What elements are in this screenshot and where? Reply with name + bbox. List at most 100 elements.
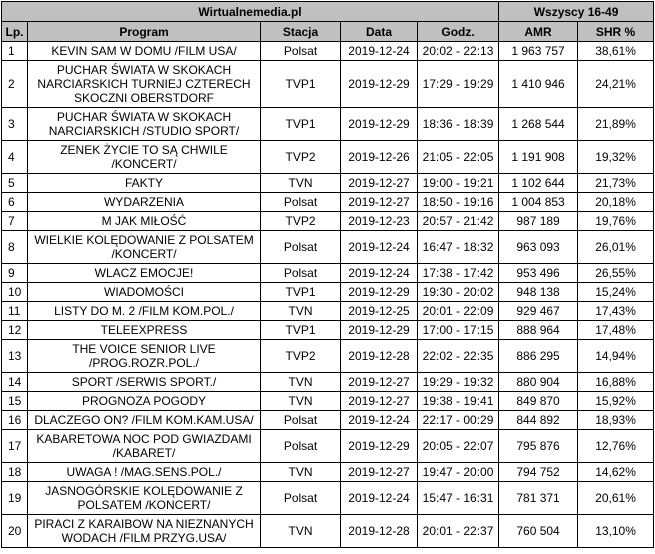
cell-station: TVP2 <box>260 211 341 231</box>
table-row: 3 PUCHAR ŚWIATA W SKOKACH NARCIARSKICH /S… <box>1 107 655 141</box>
cell-time: 20:05 - 22:07 <box>416 429 500 463</box>
column-header-row: Lp. Program Stacja Data Godz. AMR SHR % <box>1 21 655 42</box>
table-row: 19 JASNOGÓRSKIE KOLĘDOWANIE Z POLSATEM /K… <box>1 481 655 515</box>
cell-date: 2019-12-28 <box>340 339 418 373</box>
cell-amr: 963 093 <box>498 230 579 264</box>
cell-shr: 19,32% <box>577 140 655 174</box>
cell-date: 2019-12-24 <box>340 481 418 515</box>
cell-time: 19:30 - 20:02 <box>416 282 500 302</box>
cell-amr: 794 752 <box>498 462 579 482</box>
cell-station: TVP2 <box>260 140 341 174</box>
table-row: 13 THE VOICE SENIOR LIVE /PROG.ROZR.POL./… <box>1 339 655 373</box>
cell-program: PUCHAR ŚWIATA W SKOKACH NARCIARSKICH /ST… <box>27 107 261 141</box>
cell-time: 16:47 - 18:32 <box>416 230 500 264</box>
cell-shr: 20,18% <box>577 192 655 212</box>
cell-lp: 11 <box>1 301 28 321</box>
cell-program: KABARETOWA NOC POD GWIAZDAMI /KABARET/ <box>27 429 261 463</box>
cell-station: Polsat <box>260 41 341 61</box>
cell-amr: 948 138 <box>498 282 579 302</box>
cell-date: 2019-12-29 <box>340 60 418 108</box>
cell-program: WIELKIE KOLĘDOWANIE Z POLSATEM /KONCERT/ <box>27 230 261 264</box>
cell-time: 21:05 - 22:05 <box>416 140 500 174</box>
cell-amr: 1 963 757 <box>498 41 579 61</box>
cell-time: 19:29 - 19:32 <box>416 372 500 392</box>
cell-lp: 3 <box>1 107 28 141</box>
cell-lp: 20 <box>1 514 28 548</box>
cell-amr: 987 189 <box>498 211 579 231</box>
cell-shr: 14,94% <box>577 339 655 373</box>
cell-shr: 18,93% <box>577 410 655 430</box>
cell-time: 20:01 - 22:37 <box>416 514 500 548</box>
cell-amr: 880 904 <box>498 372 579 392</box>
table-row: 9 WLACZ EMOCJE! Polsat 2019-12-24 17:38 - 17… <box>1 263 655 283</box>
cell-shr: 15,24% <box>577 282 655 302</box>
cell-shr: 21,73% <box>577 173 655 193</box>
col-shr: SHR % <box>577 21 655 42</box>
cell-time: 18:36 - 18:39 <box>416 107 500 141</box>
cell-date: 2019-12-29 <box>340 429 418 463</box>
col-amr: AMR <box>498 21 579 42</box>
cell-lp: 15 <box>1 391 28 411</box>
cell-station: TVN <box>260 173 341 193</box>
cell-lp: 8 <box>1 230 28 264</box>
col-program: Program <box>27 21 261 42</box>
col-station: Stacja <box>260 21 341 42</box>
table-row: 1 KEVIN SAM W DOMU /FILM USA/Polsat 2019-1… <box>1 41 655 61</box>
cell-station: TVN <box>260 514 341 548</box>
cell-lp: 18 <box>1 462 28 482</box>
cell-amr: 1 191 908 <box>498 140 579 174</box>
cell-shr: 20,61% <box>577 481 655 515</box>
cell-program: PUCHAR ŚWIATA W SKOKACH NARCIARSKICH TUR… <box>27 60 261 108</box>
cell-shr: 26,55% <box>577 263 655 283</box>
cell-lp: 13 <box>1 339 28 373</box>
cell-amr: 1 004 853 <box>498 192 579 212</box>
cell-time: 22:17 - 00:29 <box>416 410 500 430</box>
cell-lp: 6 <box>1 192 28 212</box>
cell-time: 17:00 - 17:15 <box>416 320 500 340</box>
cell-program: PROGNOZA POGODY <box>27 391 261 411</box>
table-row: 12 TELEEXPRESS TVP1 2019-12-29 17:00 - 17:15… <box>1 320 655 340</box>
cell-lp: 12 <box>1 320 28 340</box>
cell-time: 19:38 - 19:41 <box>416 391 500 411</box>
cell-shr: 17,43% <box>577 301 655 321</box>
cell-lp: 19 <box>1 481 28 515</box>
table-row: 16 DLACZEGO ON? /FILM KOM.KAM.USA/Polsat 2… <box>1 410 655 430</box>
table-row: 5 FAKTY TVN 2019-12-27 19:00 - 19:21 1 102 64… <box>1 173 655 193</box>
cell-program: DLACZEGO ON? /FILM KOM.KAM.USA/ <box>27 410 261 430</box>
cell-lp: 14 <box>1 372 28 392</box>
cell-date: 2019-12-27 <box>340 462 418 482</box>
cell-station: TVP1 <box>260 320 341 340</box>
cell-date: 2019-12-27 <box>340 173 418 193</box>
cell-shr: 21,89% <box>577 107 655 141</box>
cell-time: 18:50 - 19:16 <box>416 192 500 212</box>
cell-lp: 17 <box>1 429 28 463</box>
table-row: 11 LISTY DO M. 2 /FILM KOM.POL./TVN 2019-1… <box>1 301 655 321</box>
cell-program: ZENEK ŻYCIE TO SĄ CHWILE /KONCERT/ <box>27 140 261 174</box>
table-row: 10 WIADOMOŚCI TVP1 2019-12-29 19:30 - 20:02 9… <box>1 282 655 302</box>
cell-date: 2019-12-23 <box>340 211 418 231</box>
cell-station: TVP1 <box>260 60 341 108</box>
cell-lp: 2 <box>1 60 28 108</box>
source-header: Wirtualnemedia.pl <box>0 1 500 22</box>
cell-date: 2019-12-24 <box>340 230 418 264</box>
cell-amr: 929 467 <box>498 301 579 321</box>
cell-program: WYDARZENIA <box>27 192 261 212</box>
cell-amr: 781 371 <box>498 481 579 515</box>
cell-time: 20:57 - 21:42 <box>416 211 500 231</box>
cell-station: Polsat <box>260 410 341 430</box>
cell-amr: 888 964 <box>498 320 579 340</box>
cell-time: 22:02 - 22:35 <box>416 339 500 373</box>
cell-station: TVN <box>260 372 341 392</box>
table-row: 8 WIELKIE KOLĘDOWANIE Z POLSATEM /KONCERT… <box>1 230 655 264</box>
cell-shr: 26,01% <box>577 230 655 264</box>
cell-lp: 1 <box>1 41 28 61</box>
cell-date: 2019-12-29 <box>340 107 418 141</box>
cell-time: 17:38 - 17:42 <box>416 263 500 283</box>
cell-shr: 38,61% <box>577 41 655 61</box>
cell-amr: 1 410 946 <box>498 60 579 108</box>
col-lp: Lp. <box>1 21 28 42</box>
cell-date: 2019-12-27 <box>340 192 418 212</box>
cell-amr: 849 870 <box>498 391 579 411</box>
